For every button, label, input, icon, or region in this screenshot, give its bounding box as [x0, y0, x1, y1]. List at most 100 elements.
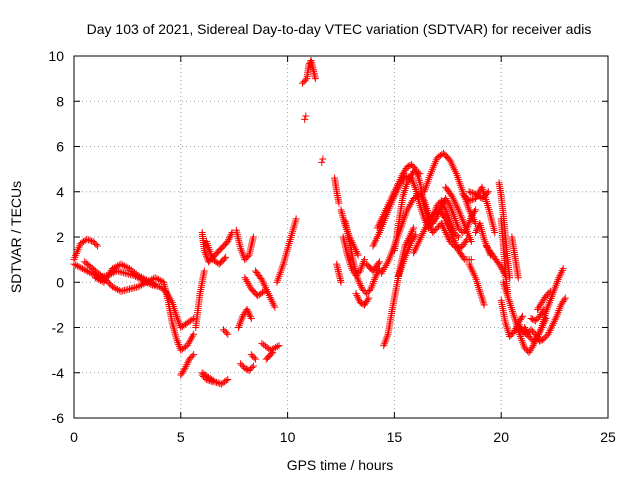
axis-ticks: 0 5 10 15 20 25 -6 -4 -2 0 2 4 6 8 10: [48, 48, 616, 445]
data-point: [523, 329, 531, 337]
data-point: [91, 239, 99, 247]
data-point: [108, 283, 116, 291]
data-point: [416, 170, 424, 178]
data-point: [352, 290, 360, 298]
data-point: [411, 232, 419, 240]
data-point: [372, 272, 380, 280]
data-point: [473, 280, 481, 288]
data-point: [247, 365, 255, 373]
data-point: [364, 288, 372, 296]
x-axis-label: GPS time / hours: [287, 457, 394, 473]
data-point: [238, 361, 246, 369]
data-point: [184, 359, 192, 367]
data-point: [472, 227, 480, 235]
data-point: [354, 276, 362, 284]
data-point: [557, 268, 565, 276]
data-point: [335, 199, 343, 207]
data-point: [222, 377, 230, 385]
data-point: [503, 323, 511, 331]
data-points: [70, 57, 569, 388]
data-point: [467, 238, 475, 246]
data-point: [373, 270, 381, 278]
y-tick-label: -4: [52, 365, 65, 381]
data-point: [241, 256, 249, 264]
data-point: [357, 281, 365, 289]
data-point: [549, 319, 557, 327]
data-point: [534, 333, 542, 341]
data-point: [77, 264, 85, 272]
data-point: [198, 371, 206, 379]
data-point: [477, 291, 485, 299]
data-point: [181, 364, 189, 372]
y-tick-label: 2: [56, 229, 64, 245]
data-point: [506, 300, 514, 308]
data-point: [473, 225, 481, 233]
data-point: [114, 262, 122, 270]
data-point: [445, 200, 453, 208]
data-point: [70, 260, 78, 268]
data-point: [259, 288, 267, 296]
data-point: [401, 172, 409, 180]
data-point: [83, 235, 91, 243]
data-point: [273, 343, 281, 351]
data-point: [75, 263, 83, 271]
data-point: [403, 163, 411, 171]
data-point: [444, 234, 452, 242]
data-point: [72, 261, 80, 269]
data-point: [435, 222, 443, 230]
data-point: [548, 323, 556, 331]
data-point: [269, 348, 277, 356]
data-point: [112, 285, 120, 293]
data-point: [122, 263, 130, 271]
data-point: [151, 281, 159, 289]
data-point: [412, 231, 420, 239]
data-point: [510, 313, 518, 321]
data-point: [514, 274, 522, 282]
data-point: [146, 278, 154, 286]
data-point: [478, 293, 486, 301]
data-point: [137, 281, 145, 289]
data-point: [409, 226, 417, 234]
data-point: [403, 238, 411, 246]
data-point: [541, 333, 549, 341]
data-point: [467, 188, 475, 196]
data-point: [534, 331, 542, 339]
data-point: [246, 311, 254, 319]
data-point: [507, 303, 515, 311]
data-point: [508, 307, 516, 315]
data-point: [408, 228, 416, 236]
data-point: [311, 75, 319, 83]
data-point: [144, 277, 152, 285]
data-point: [476, 287, 484, 295]
x-tick-label: 20: [493, 429, 509, 445]
data-point: [515, 321, 523, 329]
data-point: [80, 266, 88, 274]
data-point: [85, 268, 93, 276]
data-point: [241, 364, 249, 372]
data-point: [108, 265, 116, 273]
data-point: [474, 281, 482, 289]
data-point: [318, 158, 326, 166]
data-point: [433, 224, 441, 232]
data-point: [272, 343, 280, 351]
data-point: [545, 328, 553, 336]
data-point: [504, 294, 512, 302]
data-point: [301, 76, 309, 84]
data-point: [559, 265, 567, 273]
data-point: [401, 242, 409, 250]
data-point: [245, 366, 253, 374]
data-point: [537, 336, 545, 344]
data-point: [244, 307, 252, 315]
data-point: [529, 327, 537, 335]
data-point: [475, 283, 483, 291]
data-point: [364, 296, 372, 304]
data-point: [536, 337, 544, 345]
data-point: [371, 274, 379, 282]
data-point: [222, 253, 230, 261]
data-point: [243, 305, 251, 313]
data-point: [413, 169, 421, 177]
data-point: [531, 317, 539, 325]
data-point: [561, 294, 569, 302]
data-point: [522, 325, 530, 333]
data-point: [91, 274, 99, 282]
